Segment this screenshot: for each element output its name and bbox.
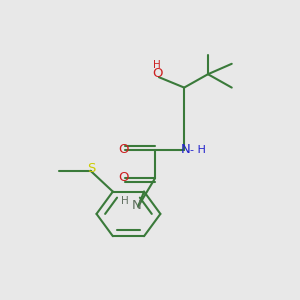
Text: - H: - H [190, 145, 206, 155]
Text: O: O [118, 142, 129, 156]
Text: N: N [181, 142, 190, 156]
Text: O: O [118, 171, 129, 184]
Text: O: O [152, 67, 163, 80]
Text: H: H [121, 196, 129, 206]
Text: N: N [132, 200, 142, 212]
Text: S: S [87, 162, 96, 175]
Text: H: H [153, 60, 160, 70]
